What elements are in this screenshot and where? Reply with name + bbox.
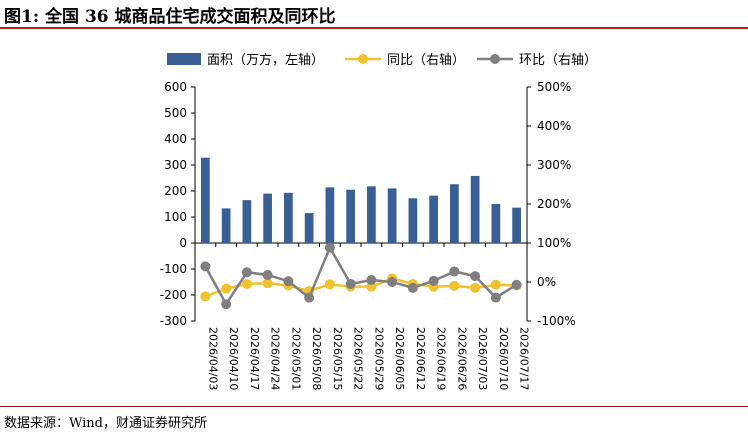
x-axis-tick-label: 2026/06/26 <box>455 327 468 390</box>
yoy-point <box>262 278 273 289</box>
yoy-point <box>241 278 252 289</box>
mom-point <box>407 282 418 293</box>
bar <box>450 184 459 243</box>
figure-title: 图1: 全国 36 城商品住宅成交面积及同环比 <box>4 7 336 27</box>
mom-point <box>511 279 522 290</box>
yoy-point <box>449 280 460 291</box>
legend-mom-swatch-marker <box>490 54 500 64</box>
mom-point <box>283 276 294 287</box>
left-axis-tick-label: 600 <box>164 80 187 94</box>
left-axis-tick-label: 300 <box>164 158 187 172</box>
bar <box>201 157 210 243</box>
x-axis-tick-label: 2026/05/01 <box>289 327 302 390</box>
source-divider <box>0 406 748 407</box>
mom-point <box>428 275 439 286</box>
mom-point <box>366 275 377 286</box>
title-divider <box>0 27 748 29</box>
x-axis-tick-label: 2026/06/19 <box>435 327 448 390</box>
bar <box>470 175 480 243</box>
legend-area-swatch <box>167 53 201 65</box>
legend-yoy-label: 同比（右轴） <box>387 53 465 68</box>
bar <box>325 187 335 243</box>
yoy-line <box>204 277 517 298</box>
x-axis-tick-label: 2026/06/12 <box>414 327 427 390</box>
legend-area-label: 面积（万方，左轴） <box>207 52 324 68</box>
mom-point <box>324 242 335 253</box>
x-axis-tick-label: 2026/05/22 <box>352 327 365 390</box>
x-axis-tick-label: 2026/04/17 <box>248 327 261 390</box>
bar <box>387 188 397 243</box>
bar <box>346 189 355 243</box>
legend-mom-label: 环比（右轴） <box>519 53 597 68</box>
mom-point <box>470 271 481 282</box>
left-axis-tick-label: 400 <box>164 132 187 146</box>
bar <box>408 198 418 243</box>
x-axis-tick-label: 2026/05/08 <box>310 327 323 390</box>
yoy-point <box>324 279 335 290</box>
x-axis-tick-label: 2026/04/10 <box>227 327 240 390</box>
x-axis-tick-label: 2026/07/03 <box>476 327 489 390</box>
bar-series <box>201 157 521 243</box>
yoy-point <box>200 291 211 302</box>
x-axis-tick-label: 2026/05/15 <box>331 327 344 390</box>
mom-point <box>345 278 356 289</box>
bar <box>512 207 521 243</box>
right-axis: 500% 400% 300% 200% 100% 0% -100% <box>526 80 576 328</box>
left-axis: 600 500 400 300 200 100 0 -100 -200 -300 <box>160 80 196 328</box>
x-axis-tick-label: 2026/04/24 <box>269 327 282 390</box>
x-axis-tick-label: 2026/05/29 <box>372 327 385 390</box>
line-series <box>200 242 522 310</box>
bar <box>429 195 438 243</box>
mom-point <box>304 292 315 303</box>
bar <box>221 208 231 243</box>
left-axis-tick-label: 200 <box>164 184 187 198</box>
left-axis-tick-label: -300 <box>160 314 187 328</box>
legend-yoy-swatch-marker <box>358 54 368 64</box>
mom-point <box>449 266 460 277</box>
left-axis-tick-label: 500 <box>164 106 187 120</box>
right-axis-tick-label: 500% <box>537 80 571 94</box>
left-axis-tick-label: -100 <box>160 262 187 276</box>
yoy-point <box>490 279 501 290</box>
mom-point <box>200 261 211 272</box>
mom-line <box>204 244 518 307</box>
right-axis-tick-label: -100% <box>537 314 576 328</box>
right-axis-tick-label: 100% <box>537 236 571 250</box>
left-axis-tick-label: 100 <box>164 210 187 224</box>
right-axis-tick-label: 200% <box>537 197 571 211</box>
bar <box>263 193 272 243</box>
x-axis-tick-label: 2026/07/10 <box>497 327 510 390</box>
bar <box>242 200 252 243</box>
source-note: 数据来源：Wind，财通证券研究所 <box>4 416 207 431</box>
right-axis-tick-label: 0% <box>537 275 556 289</box>
mom-point <box>241 267 252 278</box>
yoy-point <box>470 282 481 293</box>
left-axis-tick-label: -200 <box>160 288 187 302</box>
x-axis-tick-label: 2026/07/17 <box>518 327 531 390</box>
mom-point <box>262 269 273 280</box>
right-axis-tick-label: 300% <box>537 158 571 172</box>
yoy-point <box>221 283 232 294</box>
bar <box>304 213 314 243</box>
x-axis-tick-label: 2026/04/03 <box>206 327 219 390</box>
x-axis: 2026/04/03 2026/04/10 2026/04/17 2026/04/24… <box>194 242 531 390</box>
mom-point <box>387 277 398 287</box>
left-axis-tick-label: 0 <box>179 236 187 250</box>
bar <box>491 204 501 243</box>
mom-point <box>221 299 232 310</box>
mom-point <box>490 292 501 303</box>
title-bar: 图1: 全国 36 城商品住宅成交面积及同环比 <box>0 0 748 30</box>
bar <box>367 186 376 243</box>
bar <box>284 192 293 243</box>
chart-legend: 面积（万方，左轴） 同比（右轴） 环比（右轴） <box>167 52 597 68</box>
right-axis-tick-label: 400% <box>537 119 571 133</box>
x-axis-tick-label: 2026/06/05 <box>393 327 406 390</box>
